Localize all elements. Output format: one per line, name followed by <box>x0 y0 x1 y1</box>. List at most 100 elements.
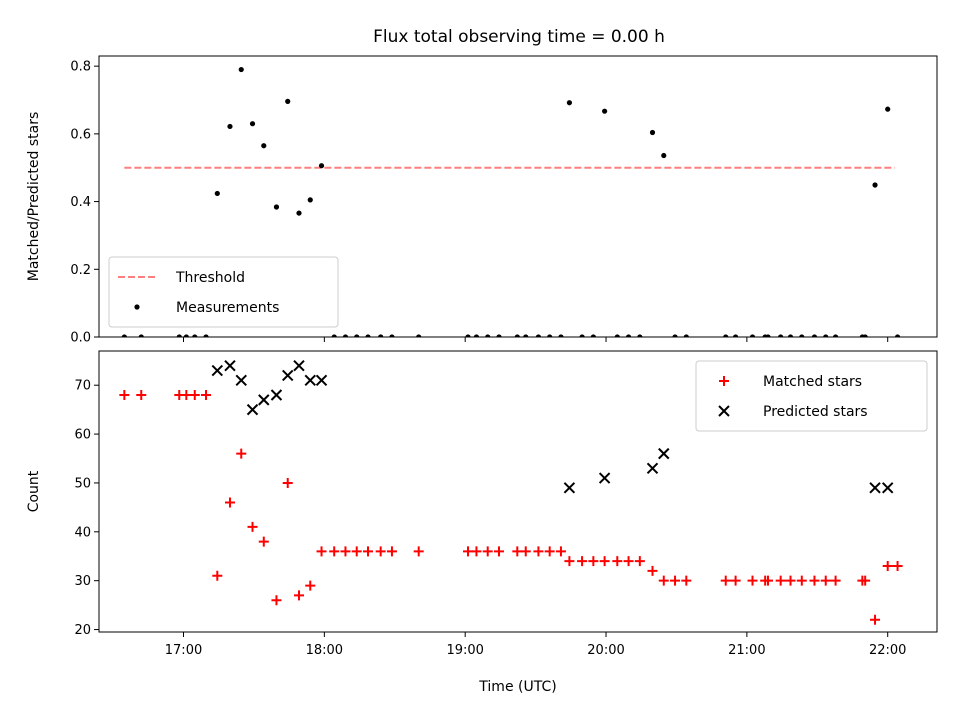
matched-star-point <box>305 580 316 591</box>
legend-matched-swatch <box>719 376 729 386</box>
matched-star-point <box>236 448 247 459</box>
legend-label: Matched stars <box>763 374 862 390</box>
legend-label: Predicted stars <box>763 404 868 420</box>
matched-star-point <box>329 546 340 557</box>
predicted-star-point <box>282 369 294 382</box>
legend-label: Measurements <box>176 300 279 316</box>
measurement-point <box>778 334 784 337</box>
top-ytick-label: 0.6 <box>70 127 91 142</box>
measurement-point <box>602 108 608 114</box>
top-ylabel: Matched/Predicted stars <box>26 112 42 282</box>
predicted-star-point <box>598 472 611 484</box>
bottom-ytick-label: 30 <box>74 574 91 589</box>
matched-star-point <box>612 556 623 567</box>
top-ytick-label: 0.2 <box>70 263 91 278</box>
matched-star-point <box>544 546 555 557</box>
measurement-point <box>416 334 422 337</box>
measurement-point <box>121 334 127 337</box>
predicted-star-point <box>211 364 224 377</box>
measurement-point <box>885 106 891 112</box>
matched-star-point <box>413 546 424 557</box>
matched-star-point <box>599 556 610 567</box>
measurement-point <box>365 334 371 337</box>
legend-predicted-swatch <box>718 405 730 417</box>
measurement-point <box>661 152 667 159</box>
measurement-point <box>389 334 395 337</box>
bottom-ytick-label: 70 <box>74 379 91 394</box>
measurement-point <box>465 334 471 337</box>
measurement-point <box>765 334 771 337</box>
matched-star-point <box>512 546 523 557</box>
matched-star-point <box>271 595 282 606</box>
predicted-star-point <box>304 374 316 387</box>
bottom-xtick-label: 20:00 <box>587 643 624 658</box>
matched-star-point <box>588 556 599 567</box>
measurement-point <box>496 334 502 337</box>
bottom-xtick-label: 22:00 <box>869 643 906 658</box>
bottom-panel: 20 30 40 50 60 70 17:00 18:00 19:00 20:00 21:00 22:… <box>26 350 938 695</box>
measurement-point <box>331 334 337 337</box>
matched-star-point <box>564 556 575 567</box>
matched-star-point <box>820 575 831 586</box>
top-ytick-label: 0.4 <box>70 195 91 210</box>
measurement-point <box>342 334 349 337</box>
predicted-star-point <box>646 462 659 474</box>
measurement-point <box>203 334 209 337</box>
matched-star-point <box>533 546 544 557</box>
matched-star-point <box>658 575 669 586</box>
measurement-point <box>649 129 656 136</box>
bottom-ylabel: Count <box>26 470 42 512</box>
matched-star-point <box>577 556 588 567</box>
measurement-point <box>579 334 585 337</box>
measurement-point <box>614 334 620 337</box>
matched-star-point <box>282 477 293 488</box>
predicted-star-point <box>258 394 270 406</box>
bottom-legend-box <box>695 360 928 432</box>
measurement-point <box>811 334 818 337</box>
measurement-point <box>214 190 220 197</box>
matched-star-point <box>892 561 903 572</box>
matched-star-point <box>870 614 881 625</box>
legend-label: Threshold <box>175 270 245 286</box>
measurement-point <box>378 334 384 337</box>
measurement-point <box>872 182 878 188</box>
measurement-point <box>238 66 244 73</box>
matched-star-point <box>775 575 786 586</box>
bottom-xtick-label: 19:00 <box>446 643 483 658</box>
predicted-star-point <box>563 482 576 494</box>
measurement-point <box>637 334 643 337</box>
measurement-point <box>514 334 520 337</box>
matched-star-point <box>224 497 235 508</box>
matched-star-point <box>730 575 741 586</box>
bottom-ytick-label: 50 <box>74 476 91 491</box>
measurement-point <box>473 334 480 337</box>
matched-star-point <box>482 546 493 557</box>
top-marks <box>121 66 901 337</box>
matched-star-point <box>136 389 147 400</box>
predicted-star-point <box>224 359 236 372</box>
matched-star-point <box>623 556 634 567</box>
matched-star-point <box>375 546 386 557</box>
matched-star-point <box>212 570 223 581</box>
top-ytick-label: 0.0 <box>70 331 91 346</box>
measurement-point <box>485 334 491 337</box>
measurement-point <box>672 334 678 337</box>
predicted-star-point <box>881 482 894 494</box>
measurement-point <box>547 334 553 337</box>
measurement-point <box>192 334 198 337</box>
measurement-point <box>285 98 291 104</box>
measurement-point <box>799 334 805 337</box>
measurement-point <box>318 163 325 169</box>
bottom-xlabel: Time (UTC) <box>478 679 556 695</box>
predicted-star-point <box>246 403 259 416</box>
measurement-point <box>296 210 302 216</box>
matched-star-point <box>316 546 327 557</box>
measurement-point <box>823 334 829 337</box>
matched-star-point <box>247 521 258 532</box>
bottom-ytick-label: 60 <box>74 428 91 443</box>
bottom-xtick-label: 21:00 <box>728 643 765 658</box>
top-legend-box <box>108 256 339 328</box>
top-panel: 0.0 0.2 0.4 0.6 0.8 Matched/Predicted stars Th… <box>26 55 938 346</box>
measurement-point <box>787 334 794 337</box>
